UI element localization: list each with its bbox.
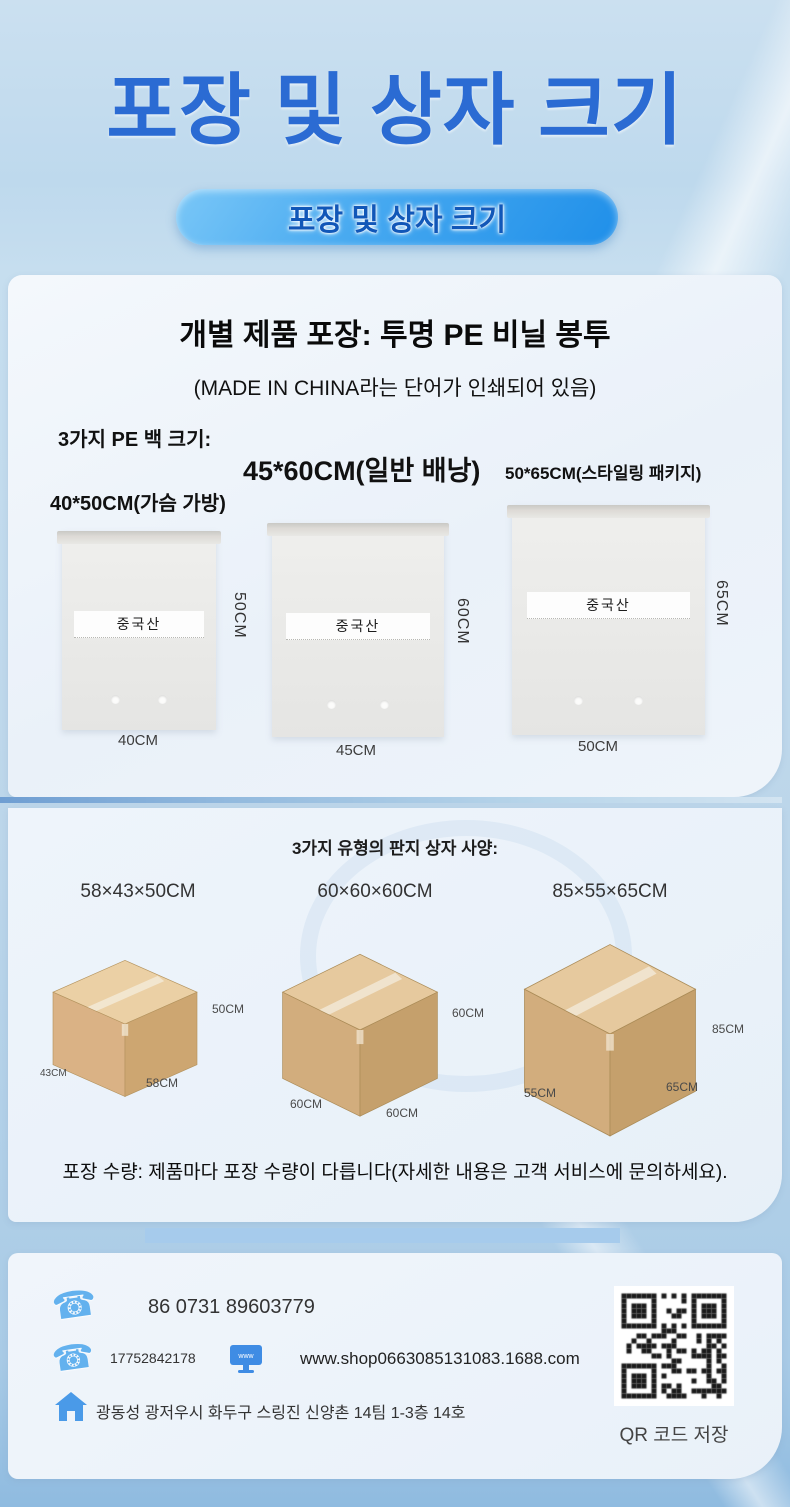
carton-box-small (52, 960, 198, 1097)
qr-caption: QR 코드 저장 (619, 1425, 729, 1446)
bag-height-label: 50CM (231, 592, 248, 639)
bag-width-label: 40CM (118, 732, 159, 749)
pe-subheading: (MADE IN CHINA라는 단어가 인쇄되어 있음) (193, 377, 597, 400)
bag-print-band: 중국산 (285, 612, 431, 640)
pe-bag-small: 중국산 (57, 531, 221, 730)
bag-width-label: 50CM (578, 738, 619, 755)
bag-size-label-large: 50*65CM(스타일링 패키지) (505, 464, 702, 483)
bag-print-text: 중국산 (116, 615, 162, 632)
phone-icon: ☎ (49, 1336, 97, 1380)
address: 광동성 광저우시 화두구 스링진 신양촌 14팀 1-3층 14호 (96, 1405, 466, 1422)
box-height-label: 60CM (452, 1006, 485, 1020)
box-dims-label: 58×43×50CM (80, 881, 196, 902)
qr-code (616, 1290, 732, 1402)
box-dims-label: 85×55×65CM (552, 881, 668, 902)
bag-hole-icon (111, 695, 121, 705)
bag-hole-icon (379, 700, 389, 710)
pe-bag-medium: 중국산 (267, 523, 449, 737)
bag-hanger-strip (267, 523, 449, 536)
box-width-label: 65CM (666, 1080, 699, 1094)
box-depth-label: 55CM (524, 1086, 557, 1100)
bag-hanger-strip (57, 531, 221, 544)
carton-box-medium (281, 953, 439, 1117)
bag-height-label: 60CM (454, 598, 471, 645)
section-pill-banner[interactable]: 포장 및 상자 크기 (176, 189, 618, 245)
pe-bag-large: 중국산 (507, 505, 710, 735)
page-title: 포장 및 상자 크기 (106, 66, 684, 154)
bag-print-text: 중국산 (586, 597, 631, 614)
phone-main: 86 0731 89603779 (148, 1296, 315, 1318)
bag-print-band: 중국산 (74, 610, 204, 638)
box-width-label: 60CM (386, 1106, 419, 1120)
phone-icon: ☎ (49, 1281, 100, 1328)
svg-text:www: www (237, 1353, 254, 1360)
box-height-label: 50CM (212, 1002, 245, 1016)
carton-box-large (523, 944, 697, 1137)
section-divider (0, 797, 782, 803)
bag-print-band: 중국산 (527, 592, 690, 620)
pill-banner-label: 포장 및 상자 크기 (287, 204, 507, 237)
qr-code-image (618, 1290, 730, 1402)
home-icon (55, 1392, 87, 1421)
footer-accent-bar (145, 1228, 620, 1243)
box-dims-label: 60×60×60CM (317, 881, 433, 902)
website-link[interactable]: www.shop0663085131083.1688.com (300, 1349, 580, 1368)
bag-height-label: 65CM (713, 580, 730, 627)
box-depth-label: 60CM (290, 1097, 323, 1111)
bag-hole-icon (634, 696, 644, 706)
bag-hole-icon (157, 695, 167, 705)
bag-size-label-medium: 45*60CM(일반 배낭) (243, 456, 481, 486)
bag-size-label-small: 40*50CM(가슴 가방) (50, 493, 226, 515)
bag-width-label: 45CM (336, 742, 377, 759)
bag-print-text: 중국산 (335, 617, 381, 634)
pe-sizes-label: 3가지 PE 백 크기: (58, 429, 212, 451)
bag-hanger-strip (507, 505, 710, 518)
box-section-heading: 3가지 유형의 판지 상자 사양: (291, 839, 499, 858)
phone-secondary: 17752842178 (110, 1350, 196, 1366)
box-depth-label: 43CM (40, 1068, 67, 1079)
box-width-label: 58CM (146, 1076, 179, 1090)
box-height-label: 85CM (712, 1022, 745, 1036)
bag-hole-icon (327, 700, 337, 710)
bag-hole-icon (573, 696, 583, 706)
www-monitor-icon: www (230, 1345, 262, 1373)
pe-heading: 개별 제품 포장: 투명 PE 비닐 봉투 (179, 319, 611, 352)
packing-quantity-note: 포장 수량: 제품마다 포장 수량이 다릅니다(자세한 내용은 고객 서비스에 … (62, 1162, 728, 1183)
